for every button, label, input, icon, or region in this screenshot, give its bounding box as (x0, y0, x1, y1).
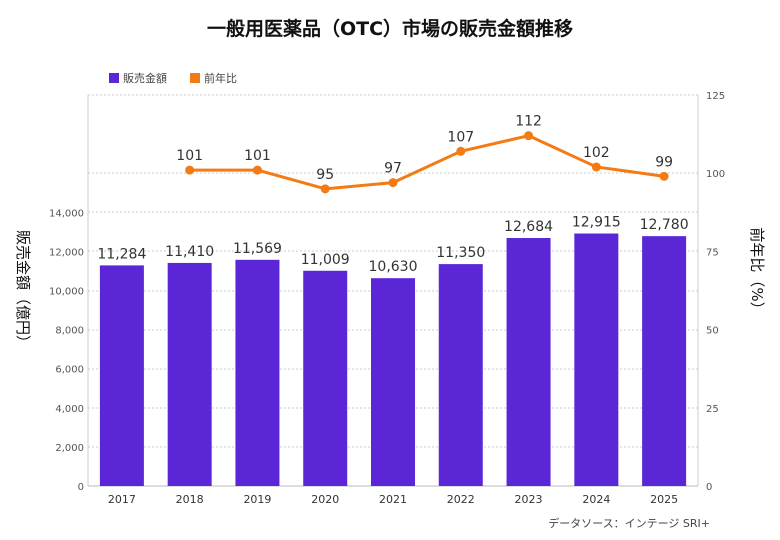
x-tick-label: 2022 (447, 493, 475, 506)
bar-2017 (99, 265, 144, 486)
yoy-point-2018 (185, 165, 195, 175)
bar-2019 (235, 259, 280, 486)
x-tick-label: 2025 (650, 493, 678, 506)
yoy-value-label: 101 (176, 148, 203, 164)
bar-2025 (642, 236, 687, 486)
y2-tick-label: 25 (706, 404, 719, 415)
bar-value-label: 12,780 (640, 217, 689, 233)
x-axis-ticks: 2017 2018 2019 2020 2021 2022 2023 2024 2025 (108, 493, 678, 506)
right-axis-label: 前年比（%） (748, 227, 766, 316)
y-tick-label: 14,000 (49, 208, 84, 219)
y-tick-label: 6,000 (55, 365, 84, 376)
bar-2018 (167, 262, 212, 486)
bars: 11,284 11,410 11,569 11,009 10,630 11,350 12,6… (97, 215, 689, 486)
bar-value-label: 11,284 (97, 246, 146, 262)
y-tick-label: 2,000 (55, 443, 84, 454)
x-tick-label: 2023 (515, 493, 543, 506)
yoy-value-label: 112 (515, 114, 542, 130)
bar-value-label: 12,684 (504, 219, 553, 235)
yoy-point-2022 (456, 146, 466, 156)
legend-swatch-yoy (190, 73, 200, 83)
bar-2023 (506, 238, 551, 486)
y2-tick-label: 75 (706, 247, 719, 258)
x-tick-label: 2019 (243, 493, 271, 506)
bar-value-label: 10,630 (369, 259, 418, 275)
right-axis-ticks: 0 25 50 75 100 125 (706, 91, 725, 493)
yoy-value-label: 97 (384, 161, 402, 177)
yoy-point-2021 (388, 178, 398, 188)
x-tick-label: 2020 (311, 493, 339, 506)
legend: 販売金額 前年比 (109, 71, 237, 85)
bar-2022 (438, 264, 483, 486)
bar-value-label: 11,410 (165, 244, 214, 260)
y2-tick-label: 100 (706, 169, 725, 180)
x-tick-label: 2024 (582, 493, 610, 506)
y2-tick-label: 0 (706, 482, 712, 493)
yoy-value-label: 107 (447, 129, 474, 145)
yoy-point-2019 (252, 165, 262, 175)
yoy-value-label: 101 (244, 148, 271, 164)
yoy-point-2025 (659, 171, 669, 181)
yoy-point-2024 (591, 162, 601, 172)
y-tick-label: 8,000 (55, 326, 84, 337)
bar-value-label: 12,915 (572, 215, 621, 231)
y-tick-label: 10,000 (49, 287, 84, 298)
yoy-line-path (189, 134, 665, 191)
yoy-point-2023 (524, 131, 534, 141)
y-tick-label: 0 (78, 482, 84, 493)
yoy-point-2020 (320, 184, 330, 194)
x-tick-label: 2021 (379, 493, 407, 506)
chart-title: 一般用医薬品（OTC）市場の販売金額推移 (207, 17, 573, 40)
bar-value-label: 11,009 (301, 252, 350, 268)
bar-2024 (574, 233, 619, 486)
bar-value-label: 11,350 (436, 245, 485, 261)
left-axis-label: 販売金額（億円） (14, 230, 32, 350)
x-tick-label: 2017 (108, 493, 136, 506)
source-note: データソース：インテージ SRI+ (548, 516, 710, 530)
y-tick-label: 12,000 (49, 247, 84, 258)
y-tick-label: 4,000 (55, 404, 84, 415)
bar-value-label: 11,569 (233, 241, 282, 257)
legend-swatch-sales (109, 73, 119, 83)
yoy-value-label: 99 (655, 154, 673, 170)
left-axis-ticks: 0 2,000 4,000 6,000 8,000 10,000 12,000 14,000 (49, 208, 84, 493)
yoy-line: 101 101 95 97 107 112 102 99 (176, 114, 673, 194)
yoy-value-label: 102 (583, 145, 610, 161)
bar-2021 (371, 278, 415, 486)
legend-label-sales: 販売金額 (123, 71, 167, 85)
yoy-value-label: 95 (316, 167, 334, 183)
legend-label-yoy: 前年比 (204, 71, 237, 85)
x-tick-label: 2018 (176, 493, 204, 506)
y2-tick-label: 125 (706, 91, 725, 102)
bar-2020 (303, 270, 348, 486)
y2-tick-label: 50 (706, 326, 719, 337)
